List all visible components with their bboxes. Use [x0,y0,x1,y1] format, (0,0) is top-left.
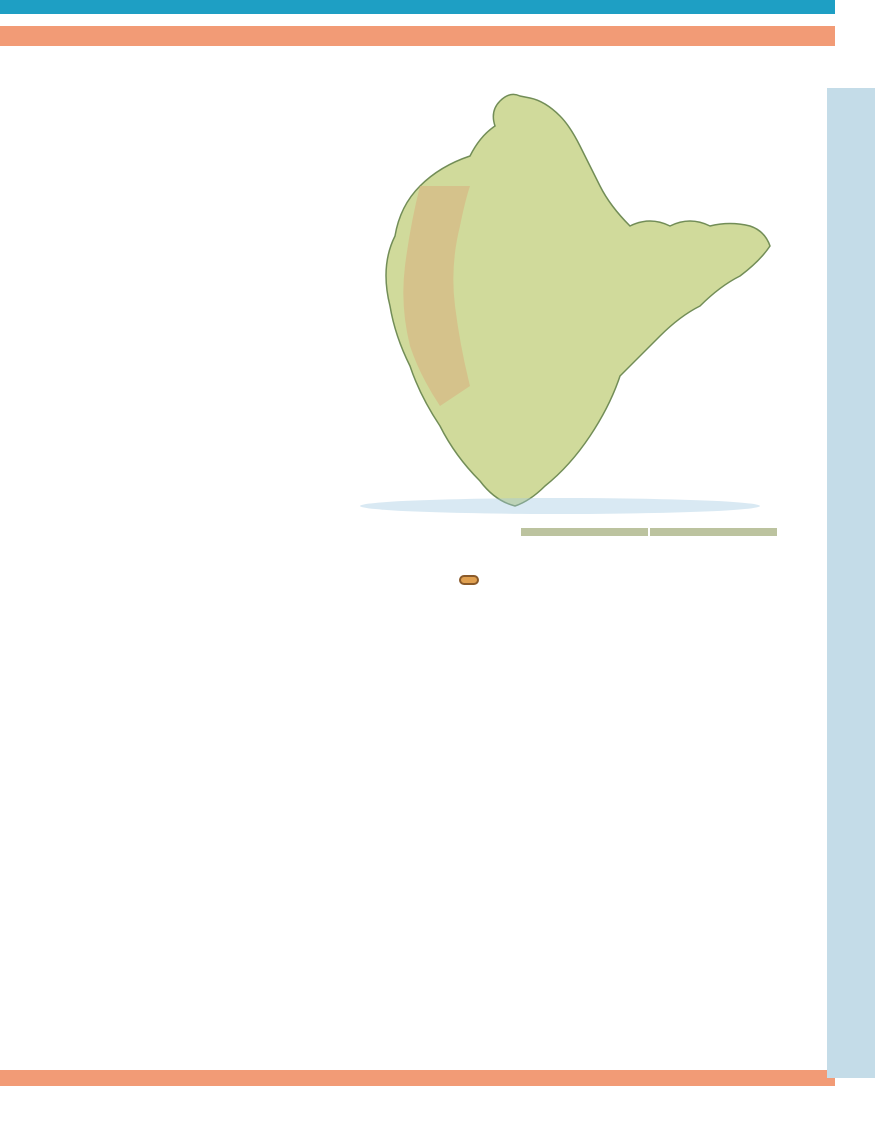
page-number-badge [459,575,479,585]
lower-questions-block [110,526,507,546]
table-header-temp [650,528,777,536]
ocean-hint [360,498,760,514]
table-header-city [521,528,648,536]
india-map-container [330,116,779,516]
top-orange-bar [0,26,835,46]
bottom-orange-bar [0,1070,835,1086]
page-number-container [110,572,827,590]
top-blue-bar [0,0,835,14]
page-content [0,46,875,1070]
temperature-table [519,526,779,546]
india-map-svg [320,86,800,516]
questions-left-block [110,116,330,516]
